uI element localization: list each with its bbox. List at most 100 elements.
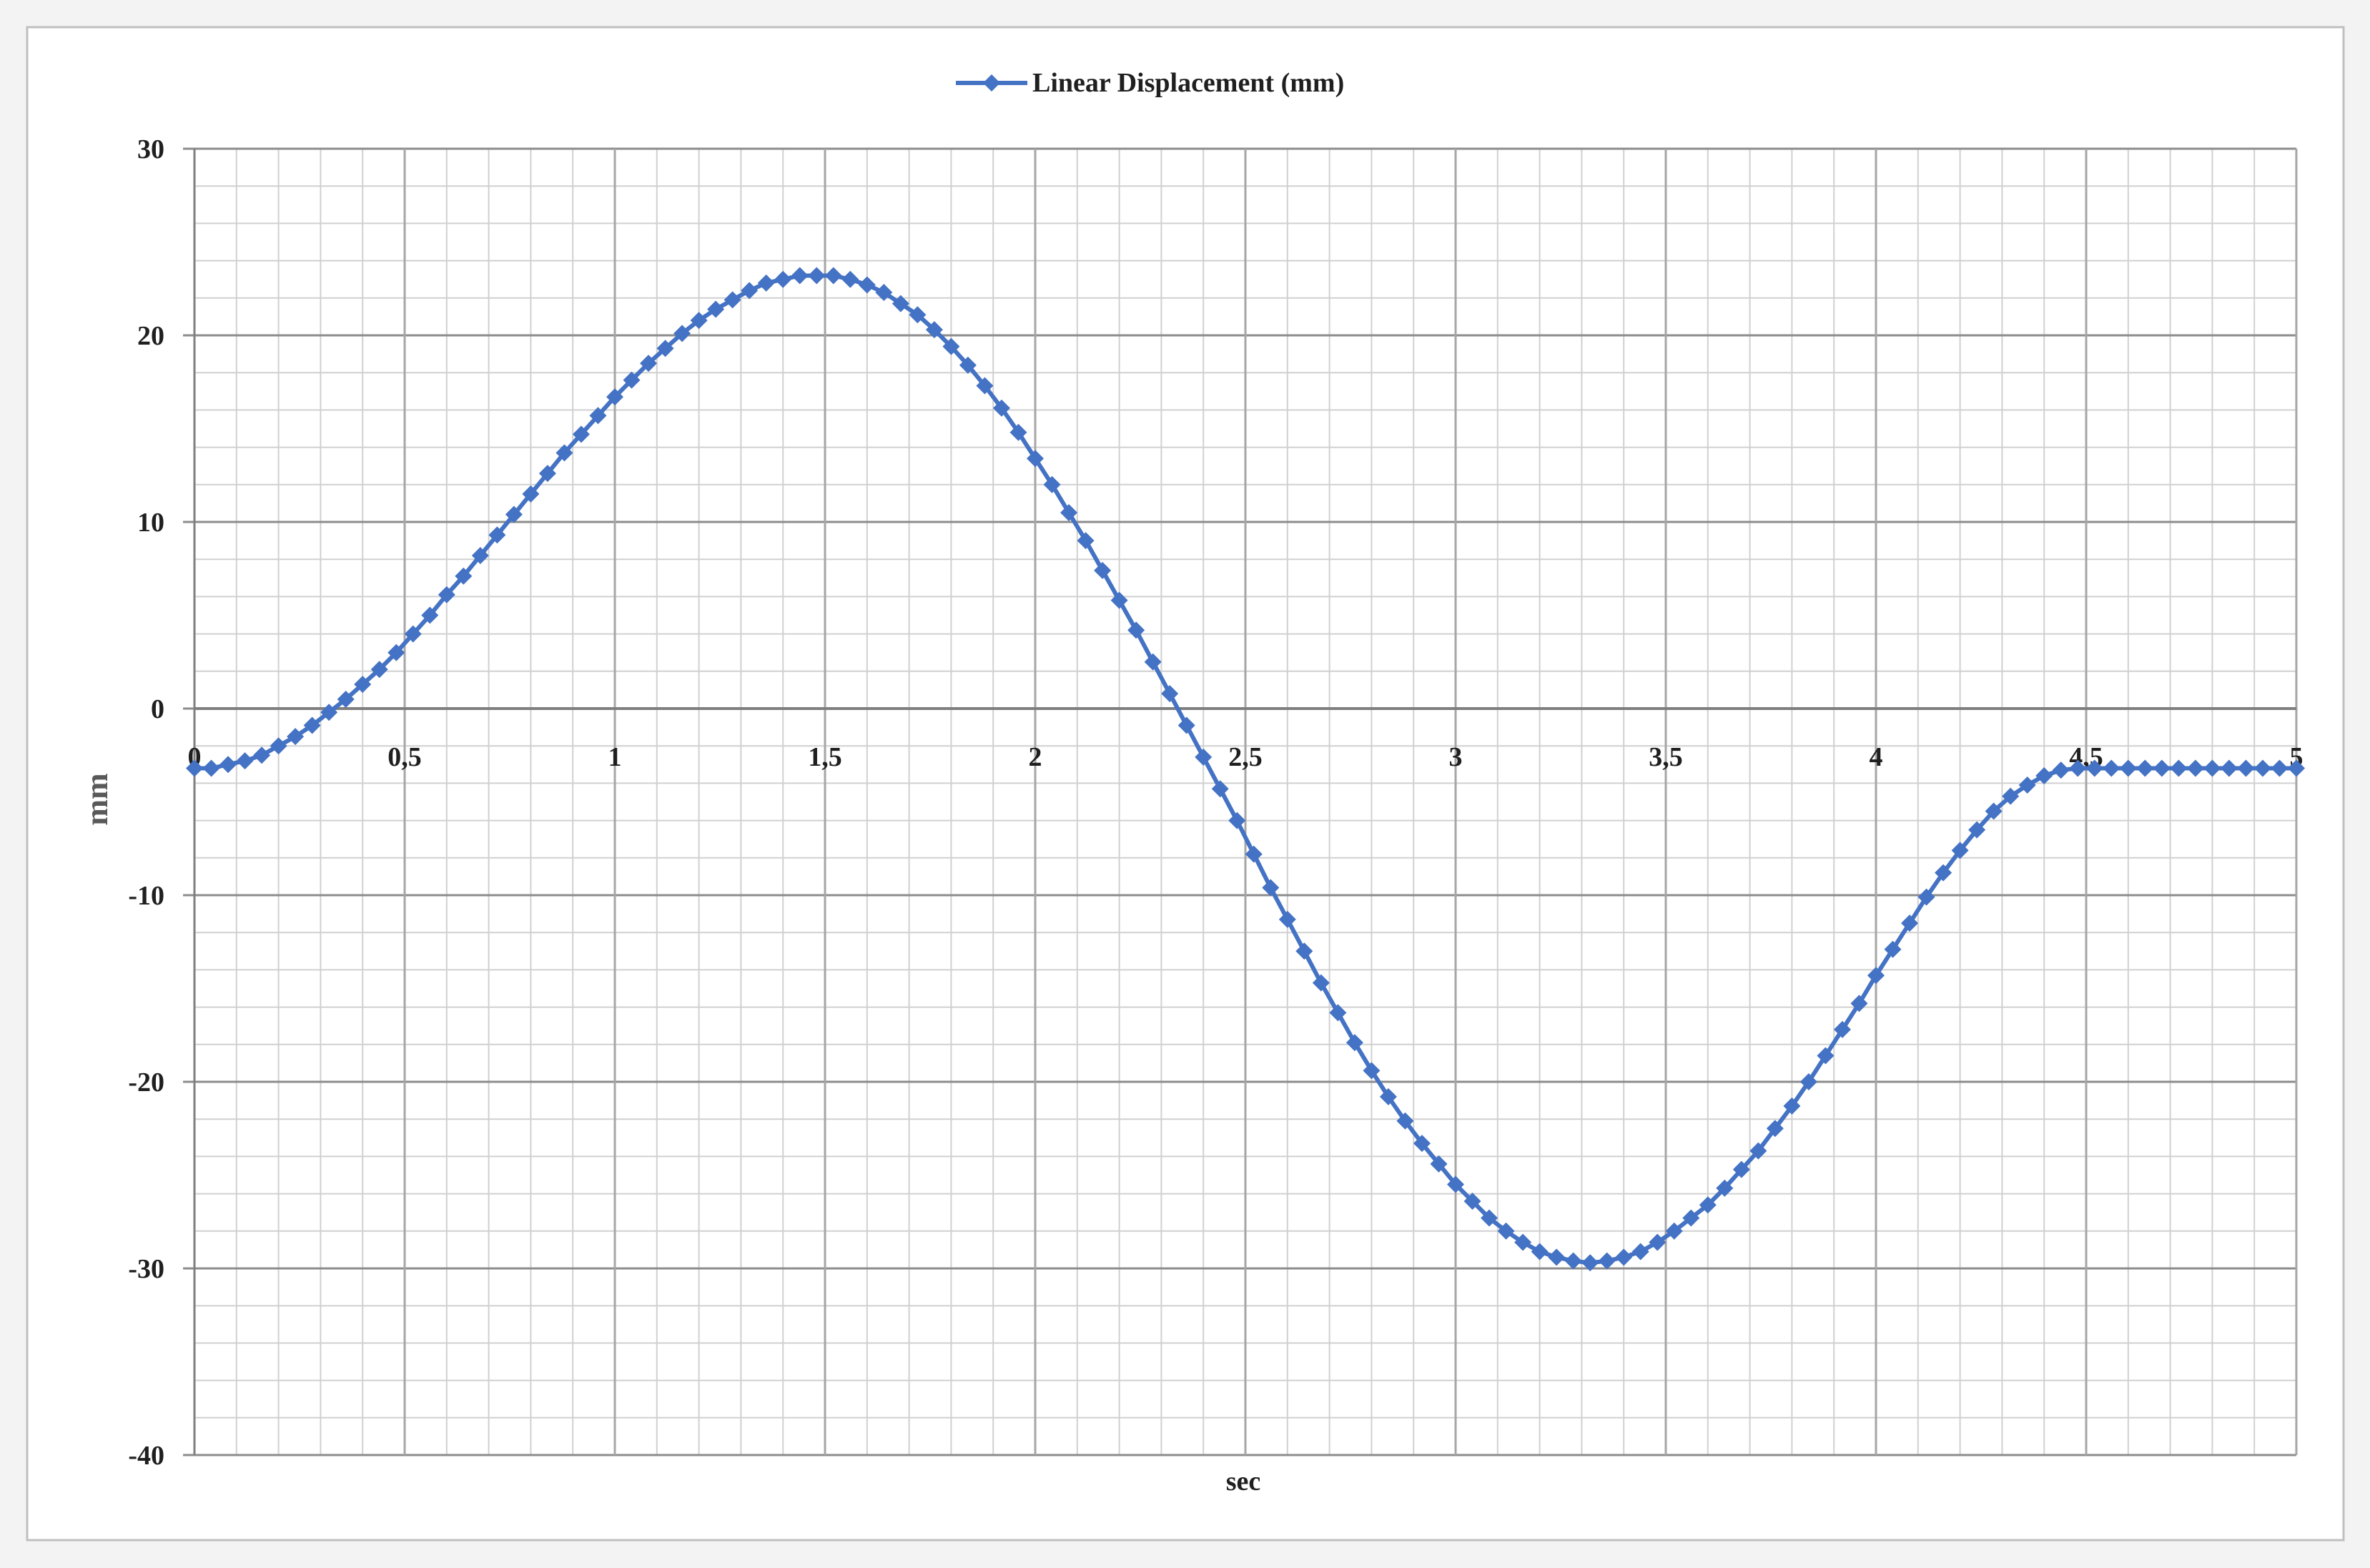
data-point-marker [992, 399, 1010, 417]
data-point-marker [1094, 561, 1112, 579]
data-point-marker [471, 546, 489, 564]
data-point-marker [538, 465, 556, 483]
data-point-marker [1110, 591, 1128, 609]
data-point-marker [2052, 761, 2070, 779]
data-point-marker [2153, 759, 2171, 777]
legend-marker-swatch [983, 74, 1000, 92]
x-tick-label: 1 [608, 742, 622, 772]
data-point-marker [2203, 759, 2221, 777]
data-point-marker [287, 728, 305, 746]
data-point-marker [1833, 1020, 1851, 1038]
data-point-marker [1060, 503, 1078, 521]
data-point-marker [572, 425, 590, 443]
y-axis-label: mm [79, 773, 114, 825]
data-point-marker [320, 704, 338, 721]
data-point-marker [1951, 842, 1969, 859]
x-tick-label: 4 [1870, 742, 1883, 772]
data-point-marker [1379, 1088, 1397, 1105]
data-point-marker [774, 270, 792, 288]
data-point-marker [690, 312, 708, 330]
data-point-marker [2018, 776, 2036, 794]
data-point-marker [1867, 967, 1885, 985]
data-point-marker [707, 300, 725, 318]
data-point-marker [1665, 1222, 1683, 1240]
data-point-marker [2271, 759, 2288, 777]
data-point-marker [2136, 759, 2154, 777]
data-point-marker [1363, 1062, 1381, 1080]
data-point-marker [1481, 1209, 1498, 1227]
data-point-marker [1497, 1222, 1515, 1240]
series-markers [186, 267, 2305, 1272]
data-point-marker [791, 267, 809, 285]
data-point-marker [2103, 759, 2120, 777]
data-point-marker [673, 325, 691, 342]
data-point-marker [1161, 685, 1179, 703]
data-point-marker [1615, 1248, 1633, 1266]
data-point-marker [976, 377, 994, 395]
data-point-marker [1211, 780, 1229, 798]
data-point-marker [942, 337, 960, 355]
y-tick-label: 30 [137, 134, 164, 164]
data-point-marker [2237, 759, 2255, 777]
data-point-marker [2220, 759, 2238, 777]
data-point-marker [370, 661, 388, 679]
data-point-marker [522, 485, 540, 503]
data-point-marker [1716, 1179, 1734, 1197]
data-point-marker [303, 716, 321, 734]
x-tick-label: 2 [1029, 742, 1042, 772]
data-point-marker [1631, 1243, 1649, 1261]
data-point-marker [219, 756, 237, 774]
data-point-marker [1077, 532, 1095, 550]
data-point-marker [1817, 1047, 1835, 1065]
data-point-marker [1262, 879, 1280, 897]
y-tick-label: -40 [128, 1441, 164, 1471]
data-point-marker [875, 283, 893, 301]
data-point-marker [1295, 942, 1313, 960]
data-point-marker [488, 526, 506, 544]
data-point-marker [2002, 787, 2020, 805]
y-tick-label: 0 [151, 694, 164, 724]
y-tick-label: -20 [128, 1067, 164, 1098]
data-point-marker [1850, 995, 1868, 1012]
data-point-marker [589, 407, 607, 425]
x-axis-label: sec [1226, 1466, 1261, 1496]
data-point-marker [404, 625, 422, 643]
data-point-marker [1278, 910, 1296, 928]
major-gridlines [183, 147, 2298, 1456]
data-point-marker [1968, 821, 1986, 839]
x-tick-label: 3,5 [1649, 742, 1683, 772]
data-point-marker [1144, 653, 1162, 671]
data-point-marker [1884, 940, 1902, 958]
x-tick-label: 1,5 [808, 742, 842, 772]
data-point-marker [808, 267, 826, 285]
legend-label: Linear Displacement (mm) [1032, 68, 1344, 98]
data-point-marker [1346, 1034, 1363, 1052]
data-point-marker [1009, 423, 1027, 441]
data-point-marker [270, 737, 287, 755]
data-point-marker [606, 388, 623, 406]
data-point-marker [1245, 845, 1263, 863]
y-tick-label: -30 [128, 1254, 164, 1284]
data-point-marker [1901, 914, 1919, 932]
data-point-marker [1799, 1073, 1817, 1090]
data-point-marker [2119, 759, 2137, 777]
data-point-marker [455, 567, 473, 585]
data-point-marker [2186, 759, 2204, 777]
data-point-marker [909, 306, 927, 324]
data-point-marker [354, 676, 372, 694]
data-point-marker [2288, 759, 2305, 777]
data-point-marker [757, 274, 775, 292]
data-point-marker [337, 690, 355, 708]
data-point-marker [1463, 1193, 1481, 1210]
data-point-marker [1329, 1004, 1347, 1022]
data-point-marker [1177, 716, 1195, 734]
x-tick-label: 2,5 [1228, 742, 1263, 772]
data-point-marker [1598, 1252, 1616, 1270]
data-point-marker [253, 746, 271, 764]
y-tick-label: -10 [128, 881, 164, 911]
data-point-marker [925, 321, 943, 339]
data-point-marker [2170, 759, 2188, 777]
x-tick-label: 3 [1449, 742, 1463, 772]
data-point-marker [640, 355, 658, 373]
